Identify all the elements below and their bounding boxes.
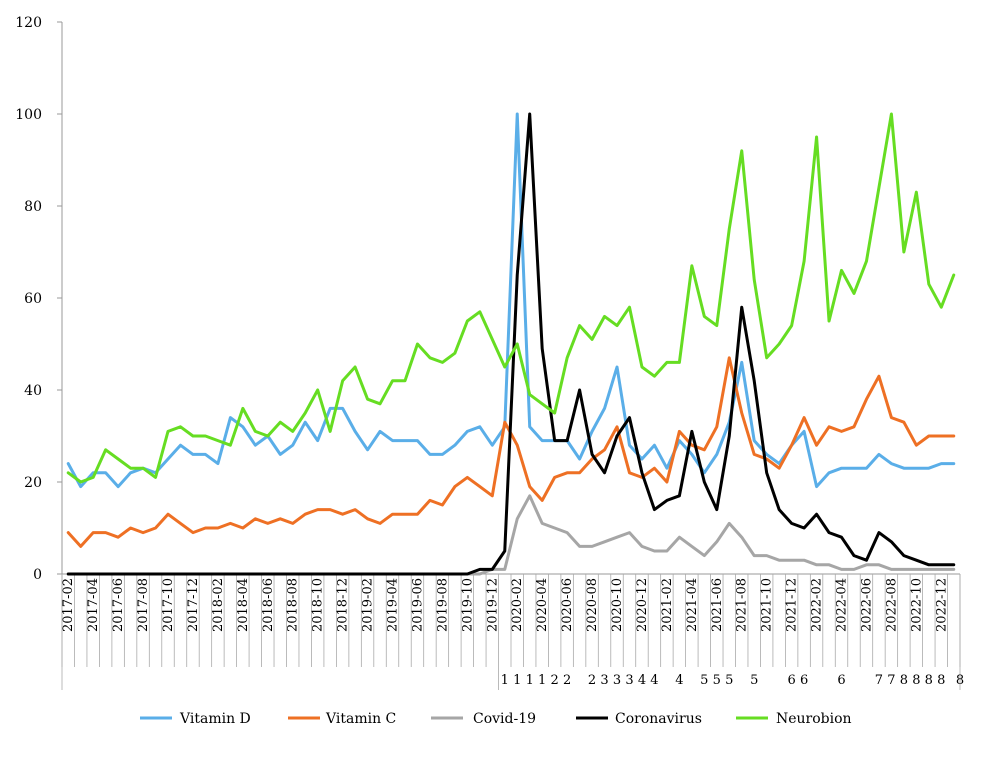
- x-group-label: 7: [887, 673, 895, 688]
- x-tick-label: 2019-10: [460, 578, 475, 632]
- series-line-vitamin-d: [66, 112, 956, 489]
- legend-label: Vitamin D: [179, 711, 251, 727]
- y-axis: 0 20 40 60 80 100 120: [15, 15, 63, 583]
- x-group-label: 6: [837, 673, 845, 688]
- x-group-label: 5: [750, 673, 758, 688]
- legend-label: Coronavirus: [615, 711, 702, 727]
- x-group-label: 1: [526, 673, 534, 688]
- x-group-label: 6: [787, 673, 795, 688]
- y-tick-label: 60: [24, 291, 42, 307]
- x-tick-label: 2018-08: [286, 578, 301, 632]
- x-tick-label: 2020-12: [635, 578, 650, 632]
- x-group-label: 4: [650, 673, 658, 688]
- x-group-label: 6: [800, 673, 808, 688]
- legend: Vitamin D Vitamin C Covid-19 Coronavirus Neu…: [140, 711, 852, 727]
- x-tick-label: 2019-12: [485, 578, 500, 632]
- y-tick-label: 40: [24, 383, 42, 399]
- x-tick-label: 2021-10: [760, 578, 775, 632]
- series-line-coronavirus: [66, 112, 956, 576]
- x-tick-label: 2022-04: [835, 578, 850, 632]
- x-group-label: 8: [900, 673, 908, 688]
- x-tick-label: 2018-10: [311, 578, 326, 632]
- x-tick-label: 2022-08: [884, 578, 899, 632]
- x-group-label: 8: [912, 673, 920, 688]
- x-tick-label: 2018-12: [336, 578, 351, 632]
- x-tick-label: 2017-12: [186, 578, 201, 632]
- x-tick-label: 2019-08: [435, 578, 450, 632]
- x-group-label: 8: [925, 673, 933, 688]
- series-line-neurobion: [66, 112, 956, 484]
- x-group-label: 3: [600, 673, 608, 688]
- x-tick-label: 2022-06: [859, 578, 874, 632]
- x-tick-label: 2022-02: [810, 578, 825, 632]
- x-tick-label: 2017-08: [136, 578, 151, 632]
- x-tick-label: 2021-04: [685, 578, 700, 632]
- y-tick-label: 120: [15, 15, 42, 31]
- x-tick-label: 2019-04: [386, 578, 401, 632]
- x-tick-label: 2017-06: [111, 578, 126, 632]
- x-axis: 2017-02 2017-04 2017-06 2017-08 2017-10 2017-…: [61, 573, 964, 690]
- x-tick-label: 2017-10: [161, 578, 176, 632]
- x-group-label: 5: [700, 673, 708, 688]
- x-group-label: 4: [675, 673, 683, 688]
- legend-label: Covid-19: [473, 711, 536, 727]
- x-tick-label: 2017-04: [86, 578, 101, 632]
- x-tick-label: 2019-02: [361, 578, 376, 632]
- y-tick-label: 80: [24, 199, 42, 215]
- x-group-label: 4: [638, 673, 646, 688]
- x-tick-label: 2022-12: [934, 578, 949, 632]
- x-group-label: 3: [613, 673, 621, 688]
- x-tick-label: 2022-10: [909, 578, 924, 632]
- plot-area: [66, 112, 956, 576]
- x-tick-label: 2018-06: [261, 578, 276, 632]
- x-group-label: 5: [713, 673, 721, 688]
- x-tick-label: 2021-12: [785, 578, 800, 632]
- x-group-label: 2: [563, 673, 571, 688]
- x-group-label: 7: [875, 673, 883, 688]
- x-tick-label: 2021-06: [710, 578, 725, 632]
- x-group-label: 2: [588, 673, 596, 688]
- x-tick-label: 2018-02: [211, 578, 226, 632]
- x-group-label: 1: [538, 673, 546, 688]
- x-group-label: 5: [725, 673, 733, 688]
- x-group-label: 3: [625, 673, 633, 688]
- x-group-label: 8: [937, 673, 945, 688]
- x-tick-label: 2020-08: [585, 578, 600, 632]
- x-tick-label: 2019-06: [410, 578, 425, 632]
- x-tick-label: 2020-06: [560, 578, 575, 632]
- x-tick-label: 2021-08: [735, 578, 750, 632]
- y-tick-label: 0: [33, 567, 42, 583]
- x-tick-label: 2020-02: [510, 578, 525, 632]
- series-line-covid-19: [66, 494, 956, 576]
- y-tick-label: 20: [24, 475, 42, 491]
- legend-label: Vitamin C: [325, 711, 396, 727]
- x-tick-label: 2017-02: [61, 578, 76, 632]
- x-group-label: 1: [513, 673, 521, 688]
- x-group-label: 1: [501, 673, 509, 688]
- x-tick-label: 2018-04: [236, 578, 251, 632]
- x-group-label: 2: [551, 673, 559, 688]
- x-group-label: 8: [956, 673, 964, 688]
- legend-label: Neurobion: [776, 711, 852, 727]
- x-tick-label: 2020-10: [610, 578, 625, 632]
- x-tick-label: 2021-02: [660, 578, 675, 632]
- x-tick-label: 2020-04: [535, 578, 550, 632]
- y-tick-label: 100: [15, 107, 42, 123]
